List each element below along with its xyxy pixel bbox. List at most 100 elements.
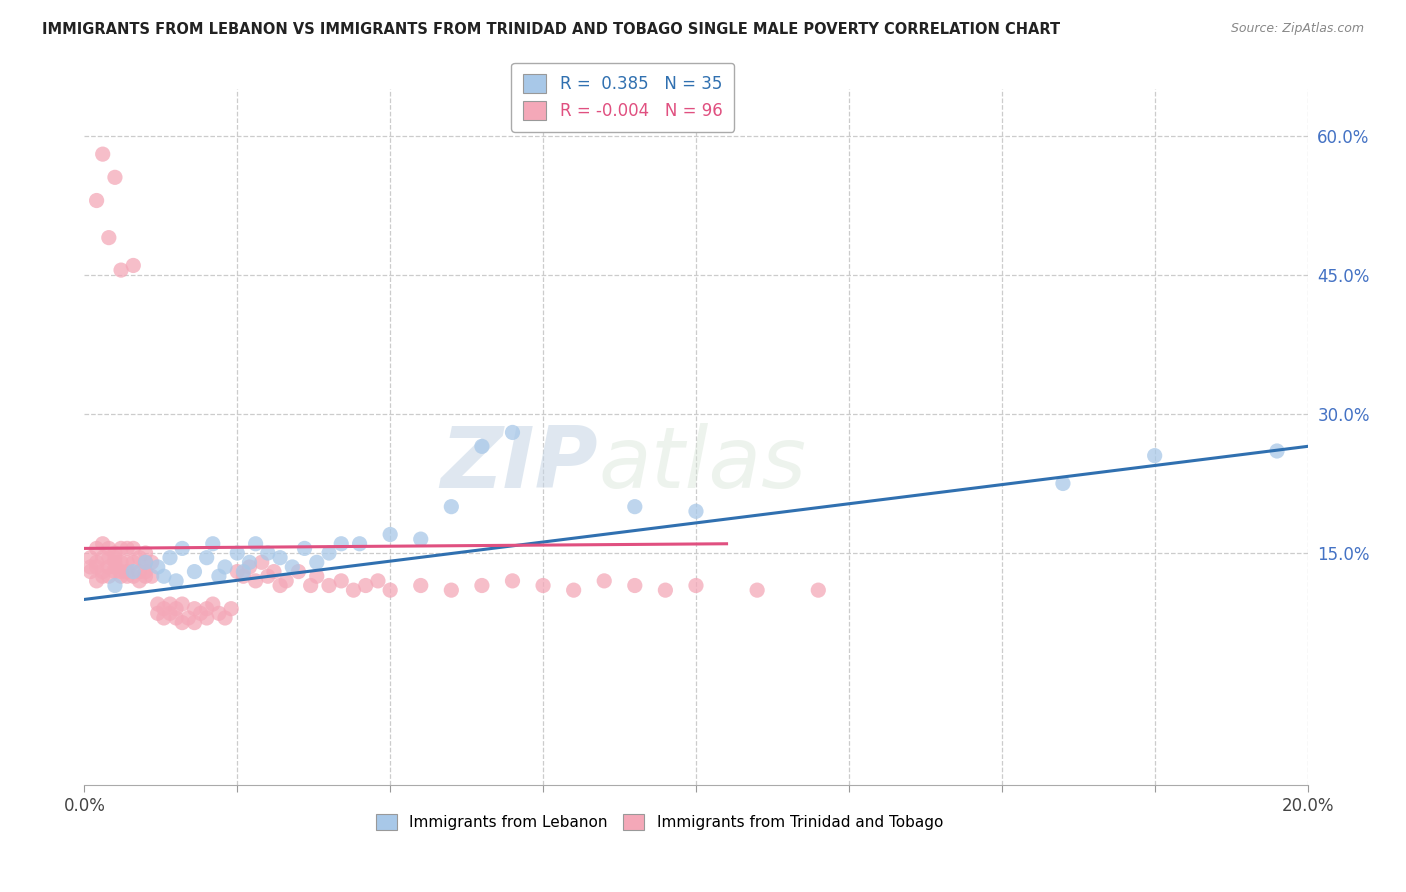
- Point: [141, 569, 163, 583]
- Point: [104, 546, 127, 560]
- Point: [330, 537, 353, 551]
- Point: [342, 583, 364, 598]
- Point: [276, 574, 298, 588]
- Point: [502, 574, 524, 588]
- Point: [190, 607, 212, 621]
- Point: [201, 537, 224, 551]
- Point: [287, 565, 309, 579]
- Point: [245, 574, 267, 588]
- Point: [128, 574, 150, 588]
- Point: [257, 546, 280, 560]
- Point: [380, 527, 402, 541]
- Point: [1265, 444, 1288, 458]
- Point: [624, 578, 647, 592]
- Point: [115, 569, 138, 583]
- Point: [409, 532, 432, 546]
- Point: [238, 555, 260, 569]
- Point: [135, 565, 157, 579]
- Point: [747, 583, 769, 598]
- Point: [208, 607, 231, 621]
- Point: [281, 560, 304, 574]
- Point: [318, 546, 340, 560]
- Point: [531, 578, 554, 592]
- Point: [367, 574, 389, 588]
- Point: [624, 500, 647, 514]
- Point: [86, 560, 108, 574]
- Point: [165, 611, 187, 625]
- Point: [226, 565, 249, 579]
- Point: [440, 500, 463, 514]
- Point: [159, 607, 181, 621]
- Point: [122, 569, 145, 583]
- Point: [257, 569, 280, 583]
- Point: [208, 569, 231, 583]
- Point: [122, 259, 145, 273]
- Point: [226, 546, 249, 560]
- Point: [318, 578, 340, 592]
- Point: [110, 569, 132, 583]
- Legend: Immigrants from Lebanon, Immigrants from Trinidad and Tobago: Immigrants from Lebanon, Immigrants from…: [370, 807, 949, 837]
- Point: [195, 601, 218, 615]
- Point: [97, 560, 120, 574]
- Point: [159, 550, 181, 565]
- Point: [232, 569, 254, 583]
- Point: [172, 541, 194, 556]
- Text: Source: ZipAtlas.com: Source: ZipAtlas.com: [1230, 22, 1364, 36]
- Point: [110, 541, 132, 556]
- Point: [440, 583, 463, 598]
- Point: [201, 597, 224, 611]
- Point: [86, 541, 108, 556]
- Text: ZIP: ZIP: [440, 424, 598, 507]
- Point: [305, 569, 328, 583]
- Point: [593, 574, 616, 588]
- Point: [177, 611, 200, 625]
- Point: [299, 578, 322, 592]
- Point: [214, 611, 236, 625]
- Point: [97, 569, 120, 583]
- Point: [115, 541, 138, 556]
- Point: [97, 550, 120, 565]
- Point: [380, 583, 402, 598]
- Point: [135, 555, 157, 569]
- Point: [183, 615, 205, 630]
- Point: [153, 569, 176, 583]
- Point: [269, 578, 291, 592]
- Point: [195, 611, 218, 625]
- Point: [349, 537, 371, 551]
- Point: [238, 560, 260, 574]
- Point: [159, 597, 181, 611]
- Point: [141, 555, 163, 569]
- Point: [354, 578, 377, 592]
- Point: [502, 425, 524, 440]
- Point: [128, 565, 150, 579]
- Point: [122, 555, 145, 569]
- Point: [232, 565, 254, 579]
- Text: IMMIGRANTS FROM LEBANON VS IMMIGRANTS FROM TRINIDAD AND TOBAGO SINGLE MALE POVER: IMMIGRANTS FROM LEBANON VS IMMIGRANTS FR…: [42, 22, 1060, 37]
- Point: [91, 569, 114, 583]
- Point: [807, 583, 830, 598]
- Point: [91, 550, 114, 565]
- Point: [104, 578, 127, 592]
- Point: [104, 550, 127, 565]
- Point: [97, 230, 120, 244]
- Point: [91, 565, 114, 579]
- Point: [115, 555, 138, 569]
- Point: [104, 565, 127, 579]
- Point: [219, 601, 242, 615]
- Point: [654, 583, 676, 598]
- Point: [195, 550, 218, 565]
- Point: [135, 555, 157, 569]
- Point: [104, 560, 127, 574]
- Point: [172, 615, 194, 630]
- Point: [1143, 449, 1166, 463]
- Point: [685, 504, 707, 518]
- Point: [269, 550, 291, 565]
- Point: [97, 541, 120, 556]
- Point: [128, 550, 150, 565]
- Point: [153, 601, 176, 615]
- Point: [146, 607, 169, 621]
- Point: [91, 147, 114, 161]
- Point: [91, 537, 114, 551]
- Point: [146, 560, 169, 574]
- Point: [86, 555, 108, 569]
